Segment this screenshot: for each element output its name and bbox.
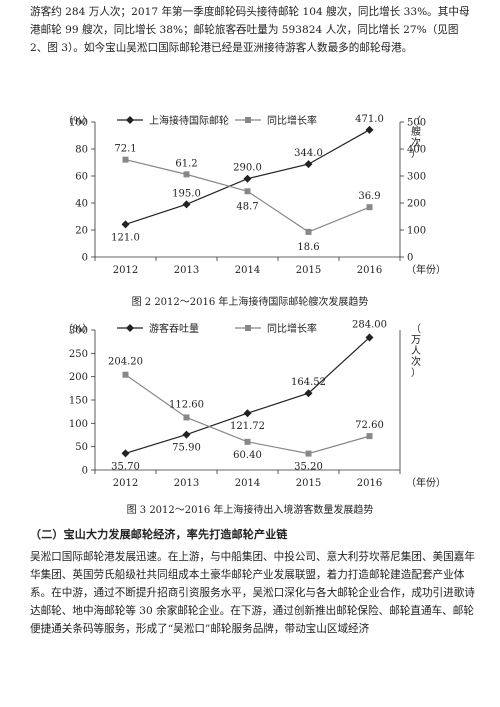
data-label: 164.52	[291, 377, 326, 388]
data-point	[366, 433, 373, 440]
right-tick-label: 500	[407, 118, 426, 129]
x-tick-label: 2015	[296, 265, 321, 276]
right-tick-label: 100	[407, 226, 426, 237]
left-tick-label: 200	[69, 372, 88, 383]
data-label: 35.70	[111, 461, 140, 472]
data-label: 75.90	[172, 443, 201, 454]
left-axis-label: （%）	[63, 115, 93, 127]
data-point	[366, 204, 373, 211]
data-label: 290.0	[233, 163, 262, 174]
ship-visits-chart: 0 20 40 60 80 100 0 100 200 300 400 500 （%） （艘次） 2012 2…	[63, 114, 446, 276]
x-axis-label: （年份）	[406, 476, 446, 489]
x-tick-label: 2014	[235, 478, 260, 489]
data-label: 36.9	[358, 191, 380, 202]
data-label: 195.0	[172, 188, 201, 199]
right-axis-label: （艘次）	[411, 115, 421, 160]
left-tick-label: 100	[69, 118, 88, 129]
legend-marker	[126, 116, 134, 124]
data-point	[243, 174, 252, 183]
left-tick-label: 40	[75, 199, 88, 210]
data-point	[122, 371, 129, 378]
data-point	[182, 200, 191, 209]
left-tick-label: 250	[69, 349, 88, 360]
data-point	[244, 438, 251, 445]
data-point	[182, 430, 191, 439]
data-label: 284.00	[352, 319, 387, 330]
legend-label: 游客吞吐量	[149, 322, 199, 335]
data-label: 35.20	[294, 462, 323, 473]
data-label: 48.7	[236, 201, 258, 212]
data-point	[183, 171, 190, 178]
section-heading: （二）宝山大力发展邮轮经济，率先打造邮轮产业链	[30, 528, 288, 541]
data-label: 112.60	[169, 399, 204, 410]
right-tick-label: 0	[407, 253, 413, 264]
data-point	[244, 188, 251, 195]
data-point	[121, 220, 130, 229]
data-point	[305, 228, 312, 235]
x-tick-label: 2015	[296, 478, 321, 489]
body-paragraph: 吴淞口国际邮轮港发展迅速。在上游，与中船集团、中投公司、意大利芬坎蒂尼集团、美国…	[30, 551, 475, 635]
x-tick-label: 2016	[357, 265, 382, 276]
left-tick-label: 60	[75, 172, 88, 183]
left-tick-label: 300	[69, 326, 88, 337]
data-label: 344.0	[294, 148, 323, 159]
left-tick-label: 0	[82, 466, 88, 477]
left-tick-label: 150	[69, 396, 88, 407]
data-label: 60.40	[233, 450, 262, 461]
legend-label: 上海接待国际邮轮	[149, 114, 229, 127]
legend-label: 同比增长率	[267, 322, 317, 335]
data-point	[305, 450, 312, 457]
data-point	[243, 409, 252, 418]
x-tick-label: 2013	[174, 478, 199, 489]
data-point	[365, 333, 374, 342]
data-point	[122, 156, 129, 163]
left-axis-label: （%）	[63, 323, 93, 335]
right-tick-label: 200	[407, 199, 426, 210]
data-label: 18.6	[297, 242, 319, 253]
left-tick-label: 100	[69, 419, 88, 430]
left-tick-label: 50	[75, 442, 88, 453]
intro-paragraph: 游客约 284 万人次；2017 年第一季度邮轮码头接待邮轮 104 艘次，同比…	[30, 6, 470, 54]
legend-marker	[126, 324, 134, 332]
data-point	[304, 160, 313, 169]
data-point	[183, 414, 190, 421]
data-label: 471.0	[355, 114, 384, 125]
legend-marker	[245, 325, 251, 331]
data-label: 121.0	[111, 232, 140, 243]
legend-marker	[245, 117, 251, 123]
x-tick-label: 2013	[174, 265, 199, 276]
x-tick-label: 2012	[113, 478, 138, 489]
left-tick-label: 80	[75, 145, 88, 156]
left-tick-label: 20	[75, 226, 88, 237]
left-tick-label: 0	[82, 253, 88, 264]
data-label: 72.1	[114, 144, 136, 155]
series-line	[125, 337, 370, 454]
passenger-throughput-chart: 0 50 100 150 200 250 300（%） （万人次） 2012 2013 2014 20…	[63, 319, 446, 489]
data-label: 204.20	[108, 357, 143, 368]
figure-2-caption: 图 2 2012～2016 年上海接待国际邮轮艘次发展趋势	[131, 297, 369, 308]
figure-3-caption: 图 3 2012～2016 年上海接待出入境游客数量发展趋势	[126, 505, 374, 516]
data-label: 72.60	[355, 420, 384, 431]
right-tick-label: 300	[407, 172, 426, 183]
x-tick-label: 2012	[113, 265, 138, 276]
legend-label: 同比增长率	[267, 114, 317, 127]
data-point	[121, 449, 130, 458]
data-point	[304, 389, 313, 398]
data-label: 61.2	[175, 158, 197, 169]
data-point	[365, 125, 374, 134]
x-axis-label: （年份）	[406, 263, 446, 276]
right-axis-label: （万人次）	[411, 323, 421, 379]
right-tick-label: 400	[407, 145, 426, 156]
x-tick-label: 2014	[235, 265, 260, 276]
x-tick-label: 2016	[357, 478, 382, 489]
data-label: 121.72	[230, 421, 265, 432]
